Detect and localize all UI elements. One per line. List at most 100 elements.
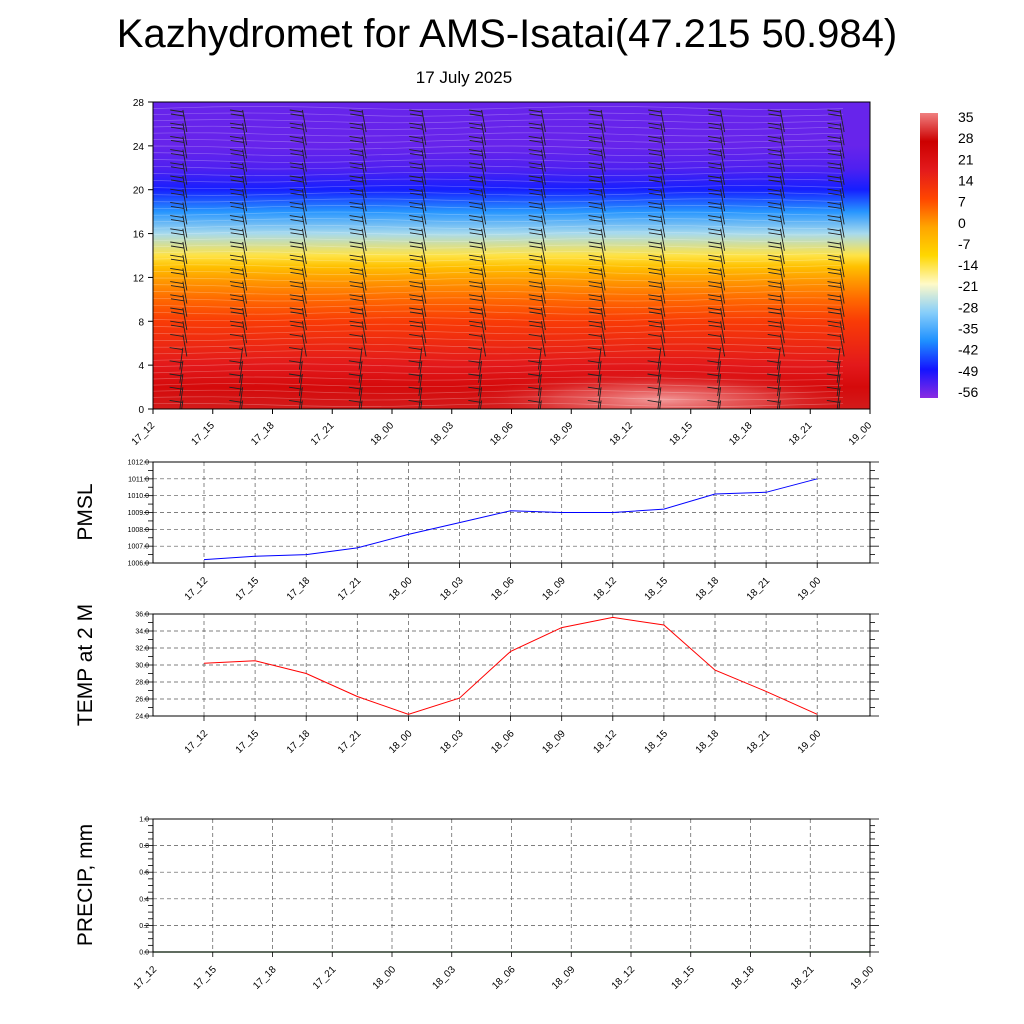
x-tick-label: 18_21: [787, 420, 815, 448]
wind-barb: [648, 267, 666, 291]
y-tick-label: 1012.0: [128, 460, 150, 467]
wind-barb: [409, 135, 427, 159]
x-tick-label: 18_15: [669, 964, 697, 992]
wind-barb: [170, 149, 188, 172]
wind-barb: [409, 188, 427, 212]
precip-axes: 0.0 0.2 0.4 0.6 0.8 1.0 17_12 17_15 17_18 17_21 18…: [132, 817, 879, 992]
x-tick-label: 17_18: [285, 575, 313, 603]
wind-barb: [648, 241, 666, 265]
y-tick-label: 4: [138, 361, 144, 372]
x-tick-label: 17_15: [189, 420, 217, 448]
temp-2m-panel: 24.0 26.0 28.0 30.0 32.0 34.0 36.0 17_12 17_15 17…: [74, 604, 879, 756]
x-tick-label: 18_21: [745, 728, 773, 756]
y-tick-label: 1006.0: [128, 561, 150, 568]
wind-barb: [409, 333, 427, 357]
wind-barb: [170, 162, 188, 185]
wind-barb: [827, 228, 845, 251]
wind-barb: [767, 373, 781, 397]
wind-barb: [289, 399, 303, 409]
wind-barb: [528, 307, 546, 331]
wind-barb: [409, 201, 427, 225]
wind-barb: [289, 122, 307, 146]
contour-line: [153, 376, 844, 381]
wind-barb: [468, 175, 487, 199]
wind-barb: [289, 201, 307, 225]
wind-barb: [229, 333, 248, 357]
y-tick-label: 28: [133, 98, 145, 109]
x-tick-label: 19_00: [847, 420, 875, 448]
wind-barb: [826, 373, 841, 397]
wind-barb: [707, 386, 722, 409]
wind-barb: [767, 109, 785, 133]
x-tick-label: 19_00: [796, 728, 824, 756]
wind-barb: [289, 241, 307, 265]
wind-barb: [289, 360, 303, 383]
wind-barb: [588, 162, 606, 185]
wind-barb: [587, 360, 602, 383]
wind-barb: [349, 241, 367, 265]
wind-barb: [707, 347, 722, 370]
colorbar-tick-label: 28: [958, 130, 974, 146]
contour-line: [153, 284, 844, 289]
x-tick-label: 18_00: [369, 420, 397, 448]
wind-barb: [349, 122, 367, 146]
wind-barb: [707, 254, 726, 278]
wind-barb: [468, 201, 487, 225]
wind-barb: [409, 241, 427, 265]
contour-line: [153, 370, 844, 374]
wind-barb: [707, 135, 726, 159]
wind-barb: [767, 360, 781, 383]
wind-barb: [408, 386, 423, 409]
temp-2m-axes: 24.0 26.0 28.0 30.0 32.0 34.0 36.0 17_12 17_15 17…: [135, 612, 879, 756]
wind-barb: [409, 122, 427, 146]
wind-barb: [349, 135, 367, 159]
wind-barb: [349, 175, 367, 199]
wind-barb: [349, 149, 367, 172]
wind-barb: [528, 267, 546, 291]
y-tick-label: 1011.0: [128, 476, 149, 483]
temp-2m-grid: [153, 613, 870, 717]
wind-barb: [588, 267, 606, 291]
wind-barb: [468, 228, 487, 251]
wind-barb: [648, 135, 666, 159]
wind-barbs: [169, 109, 845, 409]
wind-barb: [528, 254, 546, 278]
wind-barb: [468, 188, 487, 212]
wind-barb: [648, 228, 666, 251]
wind-barb: [648, 215, 666, 238]
temperature-field: [153, 102, 870, 409]
wind-barb: [349, 333, 367, 357]
wind-barb: [468, 135, 487, 159]
wind-barb: [289, 267, 307, 291]
contour-line: [153, 198, 844, 203]
wind-barb: [468, 281, 487, 304]
wind-barb: [826, 386, 841, 409]
wind-barb: [170, 254, 188, 278]
y-tick-label: 36.0: [135, 612, 149, 619]
wind-barb: [647, 373, 662, 397]
wind-barb: [169, 360, 184, 383]
wind-barb: [707, 307, 726, 331]
contour-line: [153, 106, 844, 110]
x-tick-label: 18_15: [667, 420, 695, 448]
wind-barb: [528, 373, 542, 397]
x-tick-label: 19_00: [849, 964, 877, 992]
contour-line: [153, 304, 844, 308]
y-tick-label: 0.4: [139, 896, 149, 903]
x-tick-label: 18_09: [550, 964, 578, 992]
wind-barb: [348, 386, 363, 409]
wind-barb: [229, 122, 248, 146]
y-tick-label: 20: [133, 186, 145, 197]
wind-barb: [349, 215, 367, 238]
wind-barb: [170, 267, 188, 291]
contour-line: [153, 211, 844, 216]
wind-barb: [587, 399, 602, 409]
x-tick-label: 18_03: [438, 575, 466, 603]
wind-barb: [826, 399, 841, 409]
wind-barb: [767, 122, 785, 146]
wind-barb: [468, 333, 487, 357]
wind-barb: [468, 241, 487, 265]
wind-barb: [528, 281, 546, 304]
